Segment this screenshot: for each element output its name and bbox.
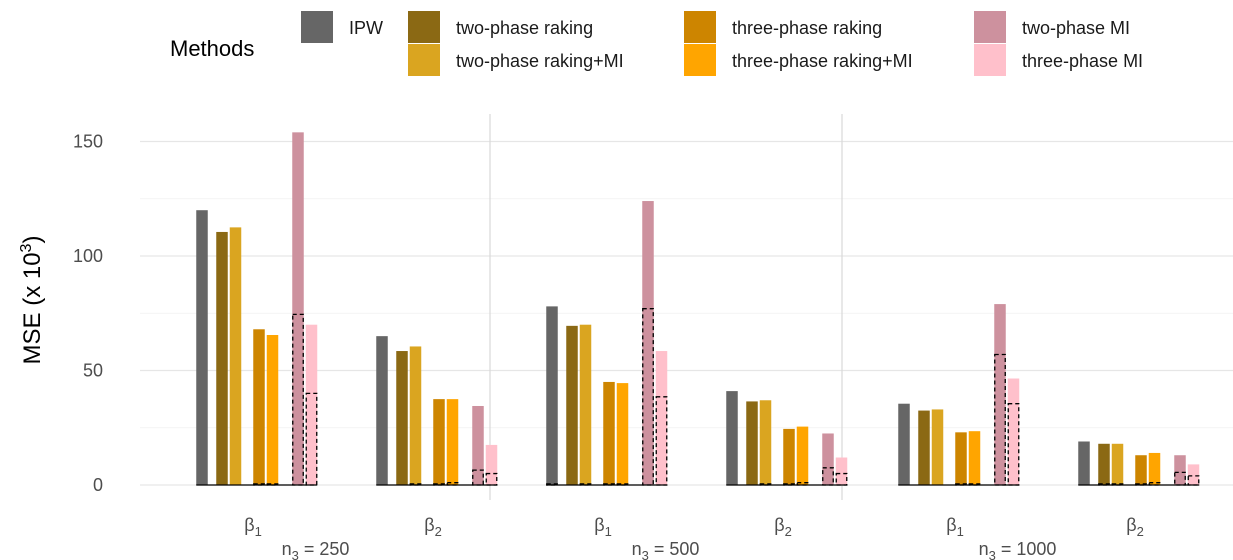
dashed-bar-th_mi: [1007, 403, 1020, 486]
bar-th_mi: [305, 324, 318, 485]
dashed-bar-tp_mi: [292, 313, 304, 486]
bar-tpr_mi: [931, 409, 944, 485]
bar-thr_mi: [796, 426, 809, 485]
x-tick-label: β2: [774, 515, 792, 539]
dashed-bar-th_mi: [485, 472, 498, 486]
x-tick-label: β1: [594, 515, 612, 539]
bar-tpr_mi: [759, 400, 772, 485]
bar-thr: [955, 432, 967, 485]
bar-thr_mi: [446, 399, 459, 485]
legend-swatch-tpr_mi: [408, 44, 440, 76]
x-tick-label: β1: [244, 515, 262, 539]
bar-thr: [1135, 455, 1147, 485]
bar-tp_mi: [994, 304, 1006, 485]
bar-tpr: [216, 231, 228, 485]
bar-thr: [603, 381, 615, 485]
bar-ipw: [726, 391, 738, 485]
bar-tpr: [918, 410, 930, 485]
x-tick-label: β2: [424, 515, 442, 539]
bar-ipw: [1078, 441, 1090, 485]
bar-tpr_mi: [409, 346, 422, 485]
legend-label-th_mi: three-phase MI: [1022, 51, 1143, 71]
y-tick-label: 0: [93, 475, 103, 495]
dashed-bar-thr_mi: [1148, 482, 1161, 486]
bar-tpr_mi: [579, 324, 592, 485]
bar-ipw: [898, 403, 910, 485]
panel-label: n3 = 250: [282, 539, 350, 560]
y-tick-label: 100: [73, 246, 103, 266]
bar-ipw: [546, 306, 558, 485]
panel-label: n3 = 500: [632, 539, 700, 560]
bar-th_mi: [485, 444, 498, 485]
bar-tpr: [566, 325, 578, 485]
bar-thr_mi: [1148, 452, 1161, 485]
bar-tp_mi: [642, 201, 654, 486]
bar-th_mi: [1187, 464, 1200, 485]
legend-label-tpr: two-phase raking: [456, 18, 593, 38]
bar-ipw: [196, 210, 208, 485]
y-axis-title-close: ): [19, 236, 46, 244]
legend-label-thr: three-phase raking: [732, 18, 882, 38]
bar-thr_mi: [266, 335, 279, 485]
bar-tpr_mi: [229, 227, 242, 485]
x-axis: β1 β2 n3 = 250 β1 β2 n3 = 500 β1 β2 n3 = 1000: [244, 515, 1144, 560]
dashed-bar-thr_mi: [446, 482, 459, 486]
y-tick-label: 50: [83, 361, 103, 381]
legend-swatch-thr: [684, 11, 716, 43]
bar-tp_mi: [1174, 455, 1186, 485]
bars: [196, 132, 1200, 486]
bar-thr: [253, 329, 265, 485]
bar-th_mi: [835, 457, 848, 485]
bar-tp_mi: [822, 433, 834, 485]
bar-ipw: [376, 336, 388, 485]
legend: Methods IPW two-phase raking two-phase rak…: [170, 11, 1143, 76]
bar-tpr: [746, 401, 758, 485]
legend-swatch-tpr: [408, 11, 440, 43]
bar-tp_mi: [292, 132, 304, 485]
legend-swatch-th_mi: [974, 44, 1006, 76]
bar-thr: [783, 428, 795, 485]
bar-tpr: [396, 351, 408, 485]
legend-label-tpr_mi: two-phase raking+MI: [456, 51, 624, 71]
bar-th_mi: [1007, 378, 1020, 485]
y-axis-title-sup: 3: [18, 243, 35, 252]
dashed-bar-thr_mi: [796, 482, 809, 486]
legend-swatch-thr_mi: [684, 44, 716, 76]
bar-thr: [433, 399, 445, 485]
x-tick-label: β1: [946, 515, 964, 539]
legend-label-thr_mi: three-phase raking+MI: [732, 51, 913, 71]
panel-separators: [489, 114, 843, 500]
grid: [140, 140, 1233, 486]
y-axis-title: MSE (x 103): [18, 236, 46, 365]
y-tick-label: 150: [73, 132, 103, 152]
legend-swatch-ipw: [301, 11, 333, 43]
dashed-bar-th_mi: [835, 472, 848, 486]
legend-label-ipw: IPW: [349, 18, 383, 38]
bar-th_mi: [655, 351, 668, 485]
legend-label-tp_mi: two-phase MI: [1022, 18, 1130, 38]
bar-tpr_mi: [1111, 443, 1124, 485]
x-tick-label: β2: [1126, 515, 1144, 539]
panel-label: n3 = 1000: [979, 539, 1057, 560]
y-axis-title-main: MSE (x 10: [19, 252, 46, 364]
y-axis: 0 50 100 150: [73, 132, 103, 496]
bar-thr_mi: [968, 431, 981, 485]
bar-thr_mi: [616, 383, 629, 485]
bar-tp_mi: [472, 405, 484, 485]
legend-swatch-tp_mi: [974, 11, 1006, 43]
bar-tpr: [1098, 443, 1110, 485]
legend-title: Methods: [170, 36, 254, 61]
